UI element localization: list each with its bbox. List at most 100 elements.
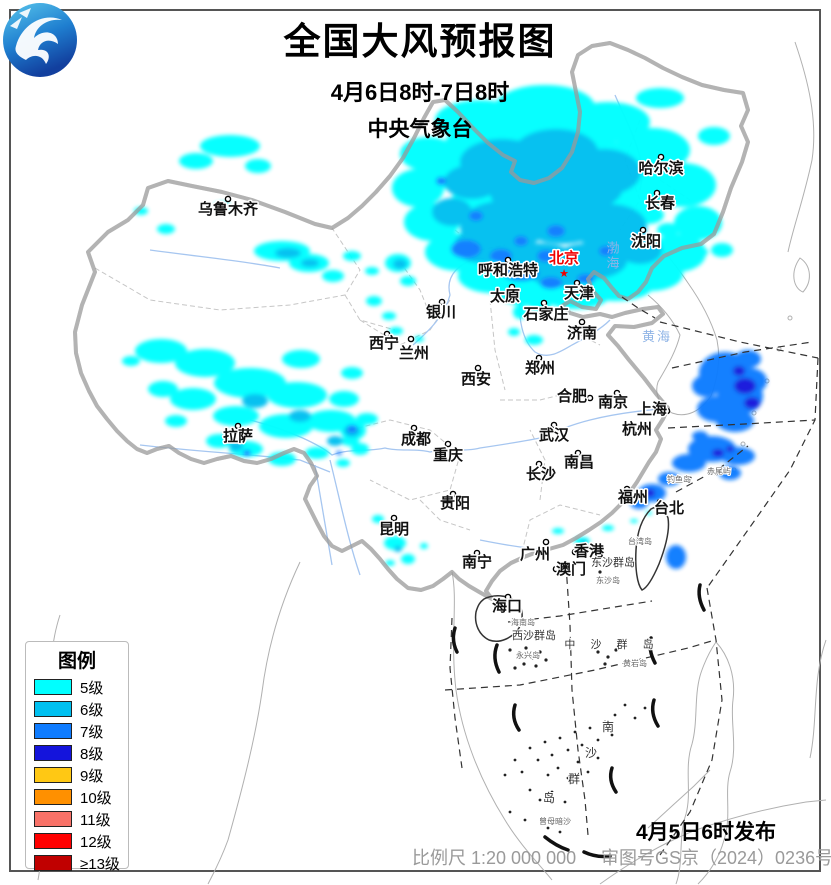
island-labels: 台湾岛 东沙群岛 东沙岛 海南岛 西沙群岛 永兴岛 中 沙 群 岛 黄岩岛 曾母… [510, 466, 732, 827]
city-xian: 西安 [459, 364, 493, 390]
legend-row: 6级 [34, 698, 128, 720]
city-shijiazhuang: 石家庄 [521, 299, 570, 325]
city-label: 石家庄 [522, 305, 568, 323]
title-block: 全国大风预报图 4月6日8时-7日8时 中央气象台 [175, 21, 665, 143]
legend-swatch-6 [34, 701, 72, 717]
city-label: 广州 [520, 545, 550, 563]
city-changchun: 长春 [643, 189, 677, 214]
city-kunming: 昆明 [377, 514, 411, 540]
city-label: 杭州 [622, 420, 652, 438]
legend-row: 7级 [34, 720, 128, 742]
city-dot [542, 538, 550, 546]
agency-name: 中央气象台 [367, 117, 473, 141]
city-hohhot: 呼和浩特 [476, 256, 540, 281]
legend-swatch-5 [34, 679, 72, 695]
legend-title: 图例 [57, 651, 96, 672]
legend-row: 10级 [34, 786, 128, 808]
map-scale: 比例尺 1:20 000 000 [412, 848, 577, 868]
label-taiwandao: 台湾岛 [628, 536, 652, 546]
city-wuhan: 武汉 [537, 421, 571, 446]
city-dot [657, 153, 665, 161]
label-zhongsha-qundao: 中 沙 群 岛 [564, 637, 659, 651]
legend-label: 7级 [80, 723, 104, 741]
city-label: 银川 [426, 303, 456, 321]
legend-swatch-12 [34, 833, 72, 849]
city-dot [473, 549, 481, 557]
city-dot [224, 195, 232, 203]
legend-row: ≥13级 [34, 852, 128, 874]
city-label: 武汉 [539, 426, 570, 444]
label-dongsha-dao: 东沙岛 [596, 575, 620, 585]
valid-period: 4月6日8时-7日8时 [330, 79, 510, 105]
city-label: 太原 [490, 287, 520, 305]
legend-row: 11级 [34, 808, 128, 830]
legend-label: 5级 [80, 679, 104, 697]
city-label: 天津 [564, 284, 594, 302]
cma-logo-wing1 [10, 17, 22, 29]
city-jinan: 济南 [565, 318, 599, 344]
city-dot [623, 485, 631, 493]
city-tianjin: 天津 [562, 279, 596, 304]
city-label: 兰州 [399, 344, 429, 362]
capital-beijing: ★ 北京 [547, 248, 580, 281]
city-chongqing: 重庆 [431, 440, 465, 466]
city-guangzhou: 广州 [518, 538, 552, 565]
cma-logo-swirl [15, 17, 62, 64]
city-urumqi: 乌鲁木齐 [196, 195, 260, 220]
city-dot [390, 514, 398, 522]
city-dot [578, 318, 586, 326]
city-yinchuan: 银川 [424, 298, 458, 323]
legend-label: ≥13级 [80, 855, 120, 873]
city-dot [234, 422, 242, 430]
city-label: 南宁 [462, 553, 492, 571]
cma-logo-wing2 [19, 8, 31, 18]
city-dot [639, 226, 647, 234]
legend-swatch-10 [34, 789, 72, 805]
city-chengdu: 成都 [399, 424, 433, 450]
city-dot [550, 421, 558, 429]
legend-row: 8级 [34, 742, 128, 764]
city-nanchang: 南昌 [562, 449, 596, 473]
city-nanning: 南宁 [460, 549, 494, 573]
wind-area-level8 [645, 366, 760, 497]
city-taiyuan: 太原 [488, 283, 522, 307]
map-frame [9, 9, 821, 872]
city-dot [574, 449, 582, 457]
legend-row: 12级 [34, 830, 128, 852]
city-dot [407, 335, 415, 343]
city-dot [504, 256, 512, 264]
label-yongxing-dao: 永兴岛 [516, 650, 540, 660]
city-dot [410, 424, 418, 432]
legend-swatch-7 [34, 723, 72, 739]
city-hongkong: 香港 [571, 541, 606, 562]
label-xisha-qundao: 西沙群岛 [512, 628, 556, 642]
city-dot [444, 440, 452, 448]
legend: 图例 5级 6级 7级 8级 9级 10级 11级 12级 ≥13级 [25, 641, 129, 873]
city-label: 昆明 [379, 521, 409, 538]
label-hainandao: 海南岛 [511, 617, 535, 627]
city-xining: 西宁 [367, 330, 401, 354]
city-dot [535, 460, 543, 468]
legend-swatch-8 [34, 745, 72, 761]
city-shanghai: 上海 [635, 399, 671, 420]
city-lhasa: 拉萨 [221, 422, 255, 447]
sea-label-huanghai: 黄海 [642, 329, 672, 344]
city-label: 贵阳 [440, 494, 470, 512]
cma-logo [3, 3, 77, 77]
city-label: 成都 [401, 430, 431, 448]
city-dot [573, 279, 581, 287]
city-hangzhou: 杭州 [620, 419, 653, 440]
nansha-char-4: 岛 [543, 790, 555, 805]
legend-label: 8级 [80, 745, 104, 763]
hainan-island [474, 595, 523, 642]
china-border [73, 41, 750, 642]
label-zengmu-ansha: 曾母暗沙 [539, 816, 571, 826]
city-label: 哈尔滨 [638, 159, 683, 177]
wind-area-level6 [229, 129, 662, 552]
legend-label: 12级 [80, 833, 112, 851]
city-guiyang: 贵阳 [438, 490, 472, 514]
city-harbin: 哈尔滨 [637, 153, 685, 179]
city-dot [641, 420, 649, 428]
city-fuzhou: 福州 [615, 485, 650, 508]
